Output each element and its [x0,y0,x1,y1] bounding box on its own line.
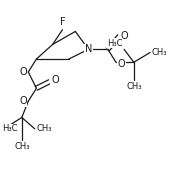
Text: CH₃: CH₃ [14,142,30,151]
Text: O: O [51,75,59,85]
Text: N: N [85,44,92,54]
Text: F: F [59,17,65,27]
Text: H₃C: H₃C [107,39,122,48]
Text: H₃C: H₃C [2,124,18,133]
Text: CH₃: CH₃ [36,124,52,133]
Text: O: O [121,31,129,41]
Text: O: O [118,59,125,69]
Text: CH₃: CH₃ [126,82,142,91]
Text: O: O [19,96,27,106]
Text: CH₃: CH₃ [152,48,167,57]
Text: O: O [19,67,27,77]
